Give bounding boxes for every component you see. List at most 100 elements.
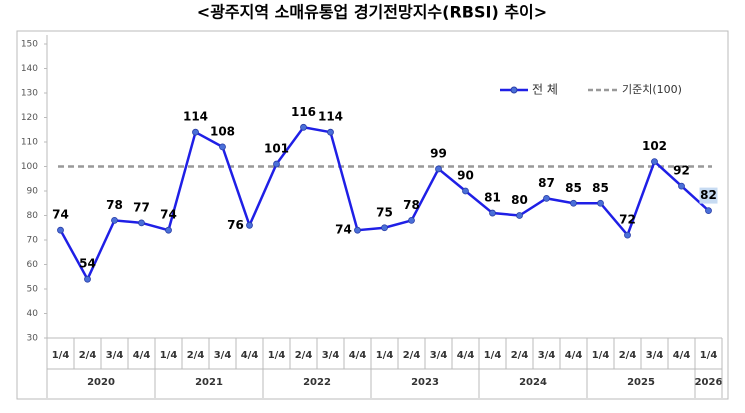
x-tick-label: 2/4 [403, 350, 421, 361]
x-tick-label: 2/4 [79, 350, 97, 361]
value-label: 114 [318, 110, 343, 124]
x-tick-label: 1/4 [160, 350, 178, 361]
x-tick-label: 2/4 [187, 350, 205, 361]
value-label: 72 [619, 213, 636, 227]
x-group-label: 2021 [195, 377, 223, 388]
value-label: 108 [210, 124, 235, 138]
y-tick-label: 120 [21, 113, 38, 123]
y-tick-label: 140 [21, 64, 38, 74]
data-point [624, 231, 631, 239]
value-label: 114 [183, 110, 208, 124]
data-point [489, 209, 496, 217]
x-tick-label: 2/4 [511, 350, 529, 361]
x-group-label: 2026 [695, 377, 723, 388]
x-tick-label: 4/4 [349, 350, 367, 361]
data-point [246, 221, 253, 229]
value-label: 102 [642, 139, 667, 153]
legend-label: 기준치(100) [622, 83, 682, 96]
value-label: 74 [335, 223, 352, 237]
data-point [84, 275, 91, 283]
value-label: 74 [160, 208, 177, 222]
data-point [651, 158, 658, 166]
y-tick-label: 110 [21, 138, 38, 148]
value-label: 74 [52, 208, 69, 222]
data-point [543, 194, 550, 202]
x-group-label: 2025 [627, 377, 655, 388]
value-label: 81 [484, 191, 501, 205]
value-label: 75 [376, 205, 393, 219]
x-tick-label: 4/4 [133, 350, 151, 361]
data-point [192, 128, 199, 136]
value-label: 77 [133, 200, 150, 214]
legend-label: 전 체 [532, 83, 558, 97]
value-label: 76 [227, 218, 244, 232]
value-label: 90 [457, 169, 474, 183]
x-tick-label: 1/4 [484, 350, 502, 361]
data-point [678, 182, 685, 190]
value-label: 82 [700, 188, 717, 202]
value-label: 85 [565, 181, 582, 195]
y-tick-label: 60 [27, 260, 39, 270]
x-group-label: 2022 [303, 377, 331, 388]
x-tick-label: 3/4 [538, 350, 556, 361]
x-group-label: 2020 [87, 377, 115, 388]
value-label: 85 [592, 181, 609, 195]
data-point [57, 226, 64, 234]
value-label: 92 [673, 164, 690, 178]
data-point [408, 216, 415, 224]
data-point [165, 226, 172, 234]
value-label: 87 [538, 176, 555, 190]
x-tick-label: 1/4 [268, 350, 286, 361]
y-tick-label: 70 [27, 236, 39, 246]
x-tick-label: 3/4 [322, 350, 340, 361]
y-tick-label: 100 [21, 162, 38, 172]
x-tick-label: 1/4 [592, 350, 610, 361]
data-point [111, 216, 118, 224]
y-tick-label: 30 [27, 334, 39, 344]
x-tick-label: 3/4 [430, 350, 448, 361]
y-tick-label: 90 [27, 187, 39, 197]
value-label: 80 [511, 193, 528, 207]
value-label: 54 [79, 257, 96, 271]
x-tick-label: 4/4 [565, 350, 583, 361]
y-tick-label: 80 [27, 211, 39, 221]
data-point [327, 128, 334, 136]
x-tick-label: 4/4 [457, 350, 475, 361]
y-tick-label: 130 [21, 89, 38, 99]
data-point [462, 187, 469, 195]
x-tick-label: 1/4 [376, 350, 394, 361]
value-label-highlight [699, 187, 718, 204]
x-tick-label: 2/4 [619, 350, 637, 361]
value-label: 116 [291, 105, 316, 119]
value-label: 101 [264, 142, 289, 156]
data-point [138, 219, 145, 227]
data-point [597, 199, 604, 207]
data-point [705, 207, 712, 215]
x-tick-label: 3/4 [214, 350, 232, 361]
x-tick-label: 4/4 [241, 350, 259, 361]
x-tick-label: 1/4 [700, 350, 718, 361]
data-point [381, 224, 388, 232]
x-group-label: 2023 [411, 377, 439, 388]
x-tick-label: 3/4 [646, 350, 664, 361]
data-point [273, 160, 280, 168]
value-label: 78 [403, 198, 420, 212]
legend-marker [510, 86, 518, 94]
series-line [59, 125, 710, 282]
chart-title: <광주지역 소매유통업 경기전망지수(RBSI) 추이> [197, 3, 547, 22]
value-label: 78 [106, 198, 123, 212]
x-group-label: 2024 [519, 377, 547, 388]
x-tick-label: 3/4 [106, 350, 124, 361]
data-point [516, 212, 523, 219]
chart-frame [16, 30, 729, 400]
y-tick-label: 150 [21, 40, 38, 50]
data-point [219, 143, 226, 151]
x-tick-label: 1/4 [52, 350, 70, 361]
x-tick-label: 4/4 [673, 350, 691, 361]
data-point [354, 226, 361, 234]
data-point [300, 123, 307, 131]
value-label: 99 [430, 146, 447, 160]
data-point [435, 165, 442, 173]
y-tick-label: 50 [27, 285, 39, 295]
